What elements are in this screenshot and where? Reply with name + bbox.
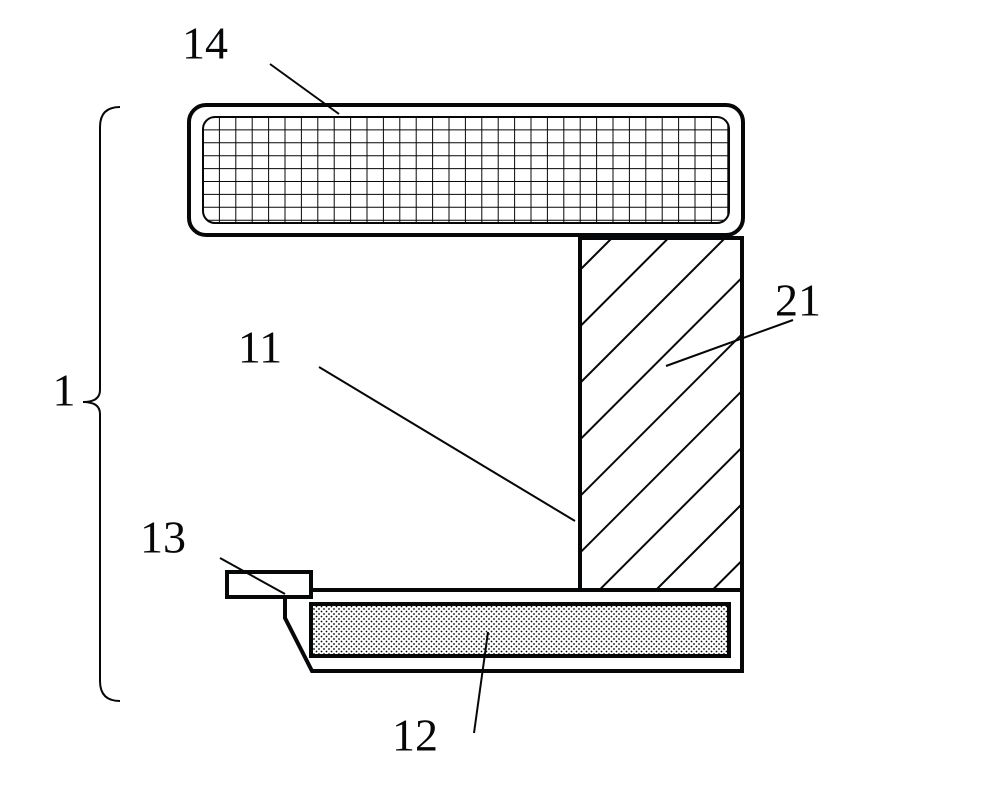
patent-figure: 1 14 11 21 13 12 <box>0 0 1000 782</box>
assembly-1-brace <box>83 107 120 701</box>
label-11: 11 <box>238 322 282 373</box>
leader-11 <box>319 367 575 521</box>
label-12: 12 <box>392 710 438 761</box>
label-13: 13 <box>140 512 186 563</box>
label-1: 1 <box>53 365 76 416</box>
part-21-pillar <box>580 238 742 642</box>
label-14: 14 <box>182 18 228 69</box>
part-14-top-block <box>189 105 743 235</box>
part-12-inner <box>311 604 729 656</box>
label-21: 21 <box>775 275 821 326</box>
